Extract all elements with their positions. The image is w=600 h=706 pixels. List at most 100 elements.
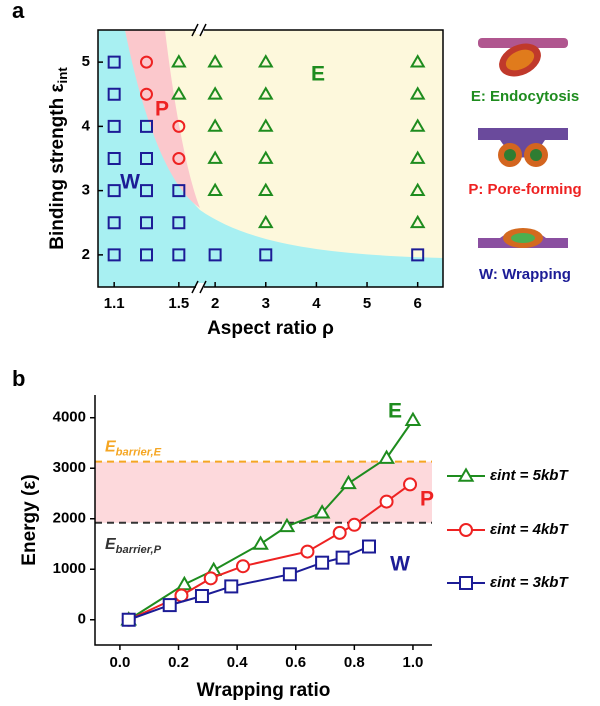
triangle-marker [409, 54, 426, 68]
triangle-marker [257, 150, 274, 164]
square-marker [361, 539, 376, 554]
circle-marker [172, 119, 186, 133]
legend-marker [459, 576, 473, 590]
circle-marker [332, 525, 347, 540]
legend-label: P: Pore-forming [468, 181, 581, 198]
x-tick-label: 5 [363, 295, 371, 312]
square-marker [140, 248, 153, 262]
x-axis-label: Wrapping ratio [197, 680, 331, 701]
series-annotation: E [388, 400, 402, 423]
label-subscript: barrier,E [116, 447, 162, 459]
square-marker [172, 216, 186, 230]
panel-label: a [12, 0, 25, 23]
square-marker [140, 184, 153, 198]
triangle-marker [207, 150, 223, 164]
axis-break-mark [199, 23, 207, 37]
series-annotation: P [420, 488, 434, 511]
y-tick-label: 2000 [53, 510, 86, 527]
triangle-marker [257, 182, 274, 197]
square-marker [411, 248, 425, 262]
circle-marker [347, 517, 362, 532]
triangle-marker [340, 474, 357, 490]
x-tick-label: 0.6 [285, 654, 306, 671]
square-marker [282, 567, 297, 582]
panel-label: b [12, 366, 25, 391]
x-tick-label: 4 [312, 295, 321, 312]
region-label: P [155, 98, 169, 121]
label-main: Binding strength ε [47, 83, 68, 249]
axis-break-mark [191, 23, 199, 37]
square-marker [107, 87, 121, 101]
endocytosis-image [478, 38, 568, 77]
circle-marker [140, 87, 153, 101]
legend-label: E: Endocytosis [471, 88, 579, 105]
square-marker [107, 184, 121, 198]
y-tick-label: 4000 [53, 409, 86, 426]
triangle-marker [252, 535, 269, 550]
barrier-label: Ebarrier,P [105, 536, 162, 556]
x-tick-label: 0.0 [109, 654, 130, 671]
legend-label: εint = 5kbT [490, 467, 569, 484]
x-tick-label: 6 [414, 295, 422, 312]
triangle-marker [171, 54, 187, 68]
wrapping-image [478, 228, 568, 248]
square-marker [162, 598, 177, 613]
triangle-marker [409, 86, 426, 100]
y-axis-label: Binding strength εint [47, 67, 70, 250]
label-subscript: barrier,P [116, 544, 162, 556]
label-main: E [105, 536, 117, 553]
triangle-marker [171, 86, 187, 100]
square-marker [208, 248, 222, 262]
legend-marker [459, 523, 473, 537]
x-tick-label: 2 [211, 295, 219, 312]
legend-marker [457, 467, 475, 482]
y-tick-label: 3 [82, 182, 90, 199]
triangle-marker [257, 54, 274, 68]
y-tick-label: 2 [82, 246, 90, 263]
pore-forming-image [478, 128, 568, 167]
y-tick-label: 0 [78, 611, 86, 628]
triangle-marker [257, 86, 274, 100]
square-marker [172, 184, 186, 198]
triangle-marker [409, 182, 426, 197]
square-marker [335, 550, 350, 565]
axes [94, 395, 432, 646]
triangle-marker [378, 449, 395, 464]
triangle-marker [207, 86, 223, 100]
x-tick-label: 1.1 [104, 295, 125, 312]
triangle-marker [278, 517, 296, 533]
triangle-marker [207, 54, 223, 68]
triangle-marker [207, 182, 223, 197]
square-marker [140, 119, 153, 133]
axis-break-mark [191, 280, 199, 294]
legend-label: εint = 4kbT [490, 521, 569, 538]
y-tick-label: 5 [82, 53, 90, 70]
triangle-marker [409, 118, 426, 132]
x-tick-label: 0.2 [168, 654, 189, 671]
circle-marker [172, 152, 186, 165]
legend-label: W: Wrapping [479, 266, 571, 283]
square-marker [121, 612, 136, 627]
y-tick-label: 4 [82, 117, 91, 134]
circle-marker [140, 55, 153, 69]
square-marker [259, 248, 273, 262]
region-label: E [311, 63, 325, 86]
square-marker [140, 152, 153, 165]
triangle-marker [409, 214, 426, 229]
legend-label: εint = 3kbT [490, 574, 569, 591]
triangle-marker [257, 118, 274, 132]
square-marker [107, 248, 121, 262]
x-tick-label: 0.8 [344, 654, 365, 671]
y-tick-label: 3000 [53, 459, 86, 476]
x-tick-label: 1.0 [403, 654, 424, 671]
square-marker [172, 248, 186, 262]
axis-break-gap [196, 26, 204, 34]
y-tick-label: 1000 [53, 560, 86, 577]
label-main: E [105, 439, 117, 456]
circle-marker [203, 571, 218, 586]
square-marker [107, 119, 121, 133]
y-axis-label: Energy (ε) [19, 474, 40, 565]
barrier-label: Ebarrier,E [105, 439, 162, 459]
